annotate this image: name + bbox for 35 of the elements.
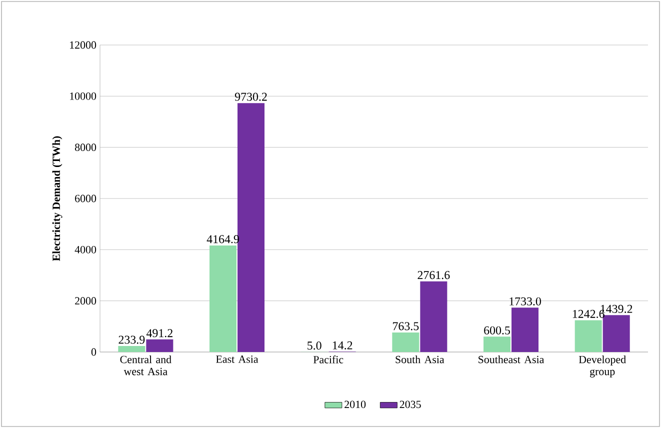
data-label: 233.9	[118, 336, 145, 344]
x-tick-label: Central and west Asia	[120, 356, 172, 376]
legend-label: 2010	[344, 400, 366, 408]
data-label: 600.5	[484, 326, 510, 334]
y-tick-label: 4000	[74, 246, 96, 254]
y-tick-label: 12000	[70, 41, 96, 49]
bar	[146, 339, 174, 352]
bar	[118, 346, 146, 352]
y-tick-label: 6000	[75, 194, 96, 202]
bar	[420, 281, 448, 352]
bar	[392, 332, 420, 352]
y-tick-label: 8000	[74, 144, 96, 152]
y-axis-title: Electricity Demand (TWh)	[52, 136, 62, 262]
bar	[512, 308, 539, 352]
data-label: 2761.6	[418, 271, 450, 280]
x-tick-label: Developed group	[578, 356, 626, 378]
bar	[602, 315, 630, 352]
y-tick-label: 2000	[75, 297, 96, 305]
bar	[238, 103, 265, 352]
data-label: 1733.0	[510, 297, 541, 306]
legend-label: 2035	[400, 400, 421, 408]
bar	[484, 336, 511, 352]
x-tick-label: Southeast Asia	[478, 356, 544, 364]
data-label: 9730.2	[234, 92, 267, 101]
data-label: 763.5	[393, 322, 419, 330]
x-tick-label: East Asia	[216, 356, 258, 363]
bar	[574, 320, 602, 352]
y-tick-label: 0	[91, 348, 96, 356]
data-label: 5.0	[308, 342, 322, 350]
data-label: 491.2	[146, 329, 172, 338]
bar	[210, 245, 237, 352]
x-tick-label: South Asia	[396, 356, 444, 364]
y-tick-label: 10000	[70, 92, 96, 100]
x-tick-label: Pacific	[313, 356, 344, 364]
data-label: 14.2	[332, 341, 352, 350]
